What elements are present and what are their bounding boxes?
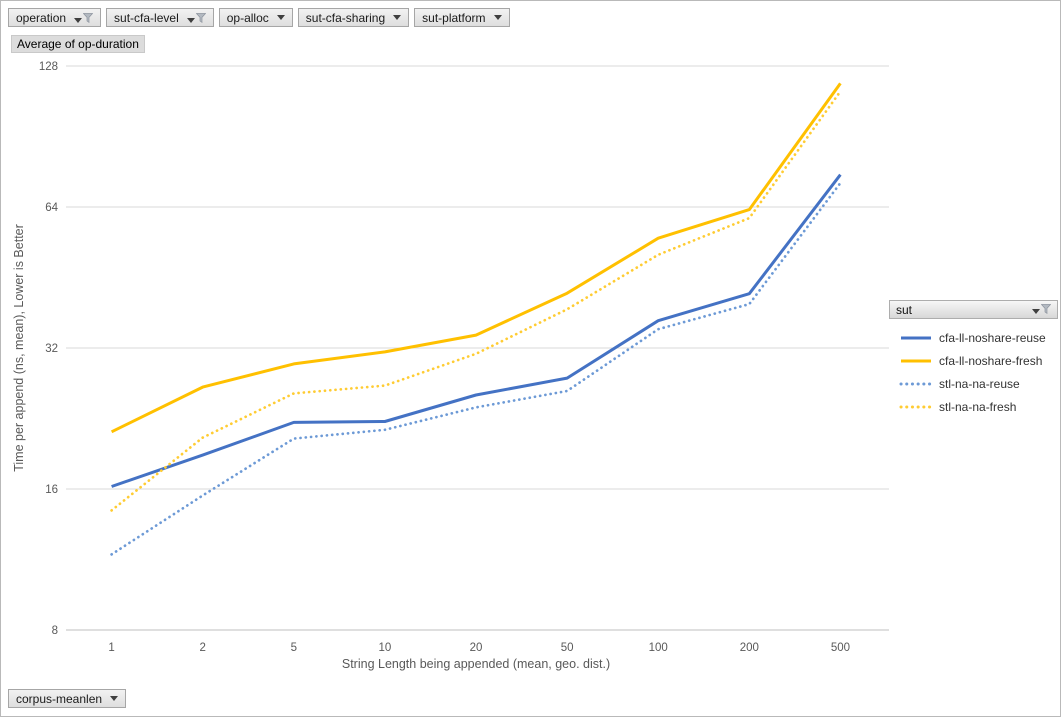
axis-filter-bar: corpus-meanlen: [8, 689, 127, 708]
filter-funnel-icon: [1041, 303, 1051, 314]
legend-item-stl-na-na-fresh[interactable]: stl-na-na-fresh: [889, 395, 1058, 418]
legend-item-label: cfa-ll-noshare-fresh: [939, 353, 1043, 368]
x-tick-label: 5: [291, 642, 297, 654]
legend-field-button-sut[interactable]: sut: [889, 300, 1058, 319]
legend-marker: [901, 336, 931, 339]
pivot-filter-bar: operation sut-cfa-level op-alloc sut-cfa-sh…: [8, 8, 510, 27]
legend: sut cfa-ll-noshare-reuse cfa-ll-noshare-f…: [889, 300, 1058, 418]
x-tick-label: 10: [378, 642, 391, 654]
x-tick-label: 1: [108, 642, 114, 654]
series-line-cfa-ll-noshare-fresh[interactable]: [110, 82, 842, 434]
filter-button-sut-cfa-sharing[interactable]: sut-cfa-sharing: [297, 8, 410, 27]
filter-button-sut-cfa-level[interactable]: sut-cfa-level: [106, 8, 214, 27]
chevron-down-icon: [74, 17, 83, 23]
chevron-down-icon: [110, 696, 119, 701]
x-tick-label: 20: [470, 642, 483, 654]
legend-item-cfa-ll-noshare-fresh[interactable]: cfa-ll-noshare-fresh: [889, 349, 1058, 372]
legend-marker: [901, 359, 931, 362]
y-tick-label: 16: [45, 484, 58, 496]
legend-item-label: stl-na-na-reuse: [939, 376, 1020, 391]
filter-funnel-icon: [195, 12, 206, 23]
filter-button-label: sut-platform: [422, 10, 486, 25]
filter-button-operation[interactable]: operation: [8, 8, 102, 27]
y-tick-label: 64: [45, 202, 58, 214]
x-tick-label: 200: [740, 642, 759, 654]
filter-button-sut-platform[interactable]: sut-platform: [414, 8, 510, 27]
y-tick-label: 32: [45, 343, 58, 355]
series-line-cfa-ll-noshare-reuse[interactable]: [111, 173, 842, 488]
filter-button-op-alloc[interactable]: op-alloc: [218, 8, 293, 27]
x-tick-label: 2: [199, 642, 205, 654]
x-tick-label: 100: [649, 642, 668, 654]
filter-button-label: sut-cfa-sharing: [305, 10, 386, 25]
legend-items: cfa-ll-noshare-reuse cfa-ll-noshare-fresh…: [889, 319, 1058, 418]
legend-field-label: sut: [896, 302, 913, 317]
filter-button-label: sut-cfa-level: [114, 10, 179, 25]
x-axis-title: String Length being appended (mean, geo.…: [342, 657, 610, 671]
legend-item-label: cfa-ll-noshare-reuse: [939, 330, 1046, 345]
y-axis-title: Time per append (ns, mean), Lower is Bet…: [12, 224, 26, 472]
chevron-down-icon: [276, 15, 285, 20]
x-tick-label: 500: [831, 642, 850, 654]
chevron-down-icon: [1032, 308, 1040, 314]
legend-marker: [899, 405, 933, 408]
series-line-stl-na-na-fresh[interactable]: [110, 90, 842, 512]
filter-button-label: op-alloc: [226, 10, 269, 25]
filter-funnel-icon: [1032, 303, 1051, 317]
y-tick-label: 8: [52, 625, 58, 637]
x-tick-label: 50: [561, 642, 574, 654]
filter-button-corpus-meanlen[interactable]: corpus-meanlen: [8, 689, 127, 708]
chevron-down-icon: [186, 17, 195, 23]
legend-item-cfa-ll-noshare-reuse[interactable]: cfa-ll-noshare-reuse: [889, 326, 1058, 349]
value-field-button[interactable]: Average of op-duration: [11, 35, 145, 53]
y-tick-label: 128: [39, 61, 58, 73]
legend-item-stl-na-na-reuse[interactable]: stl-na-na-reuse: [889, 372, 1058, 395]
filter-button-label: operation: [16, 10, 67, 25]
legend-marker: [899, 382, 933, 385]
filter-funnel-icon: [83, 12, 94, 23]
legend-item-label: stl-na-na-fresh: [939, 399, 1017, 414]
series-line-stl-na-na-reuse[interactable]: [110, 181, 842, 556]
chevron-down-icon: [493, 15, 502, 20]
filter-button-label: corpus-meanlen: [16, 691, 103, 706]
chevron-down-icon: [393, 15, 402, 20]
